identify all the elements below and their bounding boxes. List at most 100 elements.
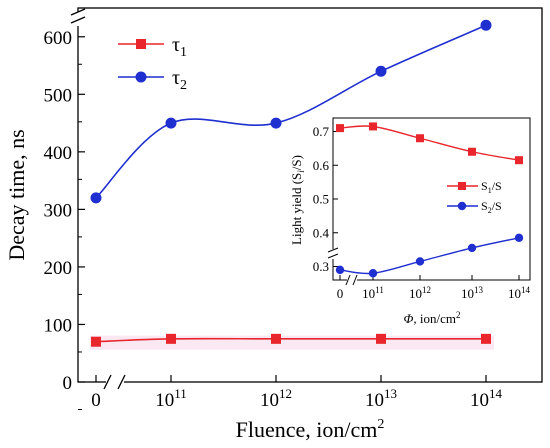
main-x-tick-label-exp: 14 [489, 386, 503, 401]
main-x-tick-label: 1014 [470, 386, 503, 411]
inset-x-break-mark [352, 274, 358, 286]
inset-plot-content: 0.30.40.50.60.70 1011 1012 1013 1014 [313, 122, 531, 301]
main-y-break-gap [72, 12, 84, 26]
inset-x-tick-label-exp: 13 [474, 285, 484, 295]
legend-tau2-label-sub: 2 [180, 78, 187, 93]
main-x-tick-label-exp: 13 [384, 386, 397, 401]
inset-y-break-gap [329, 249, 338, 259]
tau1-error-band [90, 335, 494, 350]
inset-s1-point [416, 134, 424, 143]
inset-x-tick-label-base: 10 [409, 286, 422, 301]
inset-s1-point [336, 124, 344, 133]
legend-tau1-label-sub: 1 [180, 45, 187, 60]
main-x-tick-label-base: 0 [91, 390, 101, 411]
inset-x-tick-label-base: 10 [362, 286, 375, 301]
inset-y-tick-label: 0.6 [313, 158, 330, 173]
legend-s1-marker [458, 182, 466, 190]
legend-s2-label-text: S [481, 199, 488, 213]
legend-s1-label-end: /S [492, 179, 502, 193]
inset-x-axis-label-phi: Φ [403, 311, 413, 326]
tau1-point [166, 333, 176, 344]
inset-x-tick-label: 1011 [362, 285, 384, 301]
tau2-point [480, 19, 492, 31]
main-y-tick-label: 500 [44, 85, 73, 106]
inset-y-break-mark [327, 253, 339, 259]
inset-s1-point [515, 156, 523, 165]
legend-tau1-label-text: τ [172, 34, 180, 56]
inset-y-axis-label-sub: i [296, 170, 306, 173]
inset-s2-point [514, 233, 524, 243]
main-y-tick-label: 300 [44, 200, 73, 221]
main-y-break-mark [70, 16, 86, 24]
inset-s2-point [368, 269, 378, 278]
inset-y-tick-label: 0.4 [313, 225, 330, 240]
tau2-point [375, 65, 387, 77]
main-x-axis-label-text: Fluence, ion/cm [236, 417, 378, 442]
main-y-break-mark [70, 8, 86, 16]
main-x-tick-label-base: 10 [155, 390, 174, 411]
legend-s1-label-text: S [481, 179, 488, 193]
main-x-tick-label: 0 [91, 390, 101, 411]
main-x-tick-label-exp: 12 [279, 386, 292, 401]
main-y-tick-label: 400 [44, 143, 73, 164]
inset-x-tick-label-exp: 12 [422, 285, 431, 295]
tau1-point [376, 333, 386, 344]
legend-s2-marker [457, 201, 467, 211]
tau2-line-break-gap [109, 269, 126, 285]
main-plot-frame [77, 7, 543, 383]
inset-x-tick-label: 1014 [508, 285, 531, 301]
inset-chart: 0.30.40.50.60.70 1011 1012 1013 1014 Light y… [289, 117, 531, 326]
inset-y-tick-label: 0.3 [313, 259, 329, 274]
inset-s1-point [468, 147, 476, 156]
inset-s2-point [415, 257, 425, 266]
legend-s2-label-end: /S [492, 199, 502, 213]
tau2-point [90, 192, 102, 204]
legend-tau2-marker [135, 71, 147, 83]
inset-x-tick-label: 1013 [461, 285, 484, 301]
legend-s1-label-sub: 1 [488, 186, 492, 195]
tau1-point [481, 333, 491, 344]
main-x-tick-label: 1013 [365, 386, 397, 411]
inset-plot-frame [332, 117, 531, 281]
inset-x-tick-label-exp: 14 [521, 285, 531, 295]
main-x-break-mark [103, 374, 112, 390]
main-y-tick-label: 200 [44, 258, 73, 279]
legend-tau2-label-text: τ [172, 67, 180, 89]
tau1-point [271, 333, 281, 344]
inset-s1-point [369, 122, 377, 131]
inset-x-tick-label: 0 [337, 286, 344, 301]
inset-x-break-gap [347, 276, 357, 284]
main-x-axis-label-sup: 2 [377, 417, 384, 432]
legend-tau1-marker [136, 39, 146, 49]
legend-s2-label: S2/S [481, 199, 502, 215]
inset-y-break-mark [327, 247, 339, 253]
inset-x-axis-label: Φ, ion/cm2 [403, 310, 460, 326]
main-x-break-mark [117, 374, 126, 390]
main-y-tick-label: 100 [44, 315, 73, 336]
main-x-tick-label: 1011 [155, 386, 187, 411]
main-x-tick-label: 1012 [260, 386, 292, 411]
inset-x-tick-label: 1012 [409, 285, 431, 301]
inset-s2-point [335, 265, 345, 275]
inset-x-tick-label-exp: 11 [375, 285, 384, 295]
tau2-point [165, 117, 177, 129]
inset-x-tick-label-base: 10 [461, 286, 474, 301]
inset-x-axis-label-text: , ion/cm [413, 311, 456, 326]
inset-x-tick-label-base: 10 [508, 286, 521, 301]
legend-s1-label: S1/S [481, 179, 502, 195]
legend-tau1-label: τ1 [172, 34, 187, 60]
tau2-point [270, 117, 282, 129]
main-legend: τ1 τ2 [118, 34, 187, 93]
main-y-tick-label: 0 [63, 373, 73, 394]
inset-x-tick-label-base: 0 [337, 286, 344, 301]
tau1-point [91, 336, 101, 347]
main-x-axis-label: Fluence, ion/cm2 [236, 417, 385, 442]
main-x-tick-label-exp: 11 [174, 386, 187, 401]
inset-s2-point [467, 243, 477, 253]
main-x-tick-label-base: 10 [365, 390, 384, 411]
inset-legend: S1/S S2/S [447, 179, 502, 215]
legend-s2-label-sub: 2 [488, 206, 492, 215]
